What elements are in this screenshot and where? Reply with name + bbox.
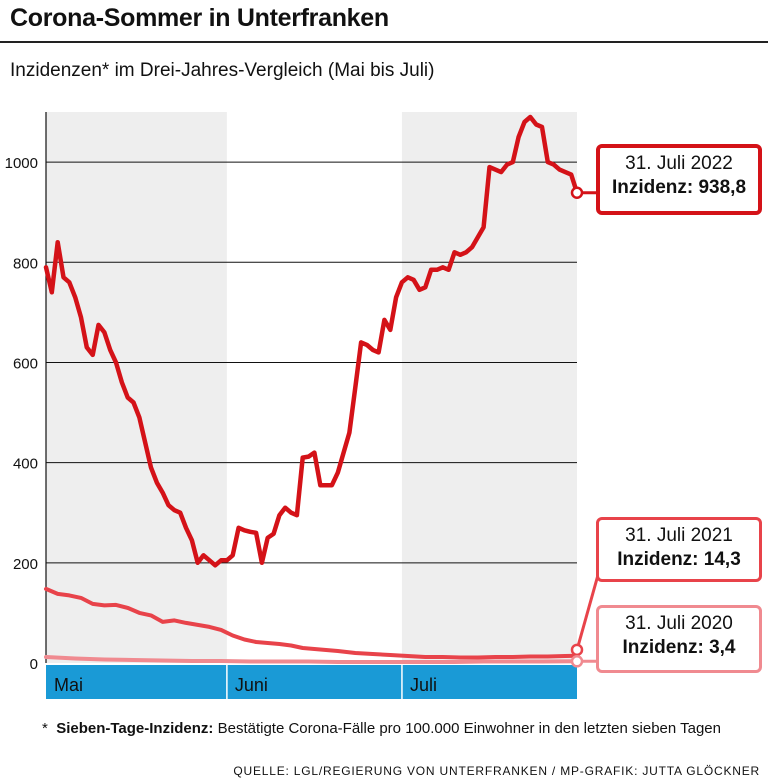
- chart-subtitle: Inzidenzen* im Drei-Jahres-Vergleich (Ma…: [10, 60, 435, 81]
- y-tick-label-800: 800: [13, 255, 38, 272]
- month-bar: [46, 665, 577, 699]
- month-shading: [46, 112, 577, 663]
- callout-2022: 31. Juli 2022 Inzidenz: 938,8: [596, 144, 762, 215]
- callout-2021-value: Inzidenz: 14,3: [617, 549, 741, 570]
- y-tick-label-1000: 1000: [5, 155, 38, 172]
- month-shade-mai: [46, 112, 227, 663]
- callout-connectors: [570, 186, 600, 668]
- footnote: * Sieben-Tage-Inzidenz: Bestätigte Coron…: [42, 720, 721, 737]
- title-rule: [0, 41, 768, 43]
- footnote-text: Bestätigte Corona-Fälle pro 100.000 Einw…: [217, 720, 721, 737]
- month-shade-juli: [401, 112, 577, 663]
- source-credit: QUELLE: LGL/REGIERUNG VON UNTERFRANKEN /…: [233, 764, 760, 778]
- month-label-juli: Juli: [410, 675, 437, 695]
- end-marker-2020: [570, 655, 584, 668]
- y-axis-ticks: 0 200 400 600 800 1000: [5, 155, 38, 673]
- callout-2022-value: Inzidenz: 938,8: [611, 177, 747, 198]
- series-line-2021: [44, 586, 579, 660]
- y-tick-label-200: 200: [13, 556, 38, 573]
- footnote-term: Sieben-Tage-Inzidenz:: [56, 720, 214, 737]
- end-marker-2022: [570, 186, 584, 199]
- callout-2021: 31. Juli 2021 Inzidenz: 14,3: [596, 517, 762, 582]
- callout-2022-date: 31. Juli 2022: [625, 153, 733, 174]
- gridlines: [45, 112, 577, 663]
- chart-title: Corona-Sommer in Unterfranken: [10, 4, 389, 32]
- month-label-juni: Juni: [235, 675, 268, 695]
- connector-2021: [575, 574, 600, 651]
- callout-2020: 31. Juli 2020 Inzidenz: 3,4: [596, 605, 762, 673]
- series-line-2020: [44, 655, 579, 664]
- y-tick-label-600: 600: [13, 355, 38, 372]
- series-line-2022: [43, 114, 580, 568]
- y-tick-label-400: 400: [13, 456, 38, 473]
- y-tick-label-0: 0: [30, 656, 38, 673]
- month-label-mai: Mai: [54, 675, 83, 695]
- callout-2020-date: 31. Juli 2020: [625, 613, 733, 634]
- footnote-marker: *: [42, 720, 48, 737]
- series-lines: [43, 114, 580, 664]
- end-marker-2021: [570, 643, 584, 657]
- callout-2021-date: 31. Juli 2021: [625, 525, 733, 546]
- month-axis-bar: Mai Juni Juli: [46, 665, 577, 699]
- callout-2020-value: Inzidenz: 3,4: [622, 637, 736, 658]
